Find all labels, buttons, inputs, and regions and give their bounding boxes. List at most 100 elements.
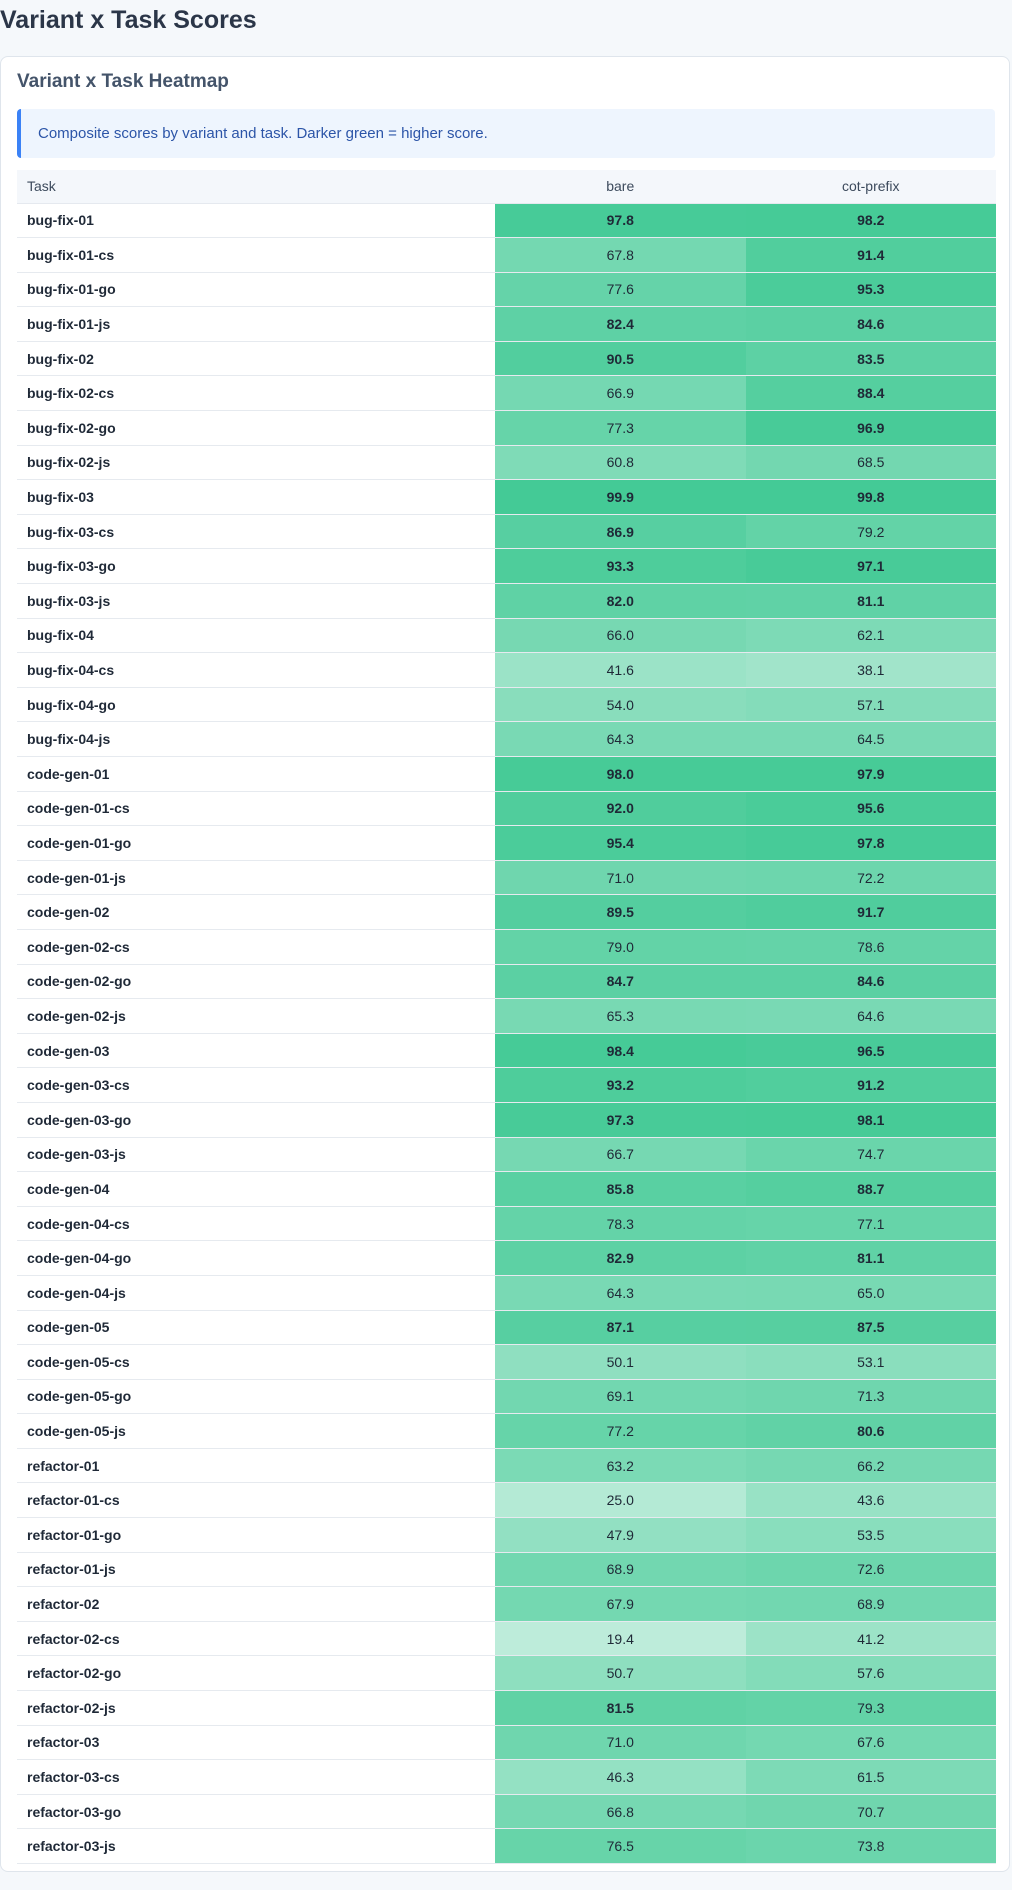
task-name-cell: code-gen-01-go [17, 825, 495, 861]
heatmap-table: Task bare cot-prefix bug-fix-01 97.8 98.2 b… [17, 170, 996, 1864]
score-cell-cot-prefix: 65.0 [745, 1275, 996, 1311]
score-cell-bare: 79.0 [495, 929, 746, 965]
score-cell-cot-prefix: 91.7 [745, 894, 996, 930]
task-name-cell: code-gen-04-go [17, 1240, 495, 1276]
column-header-task: Task [17, 170, 495, 204]
task-name-cell: code-gen-03-cs [17, 1067, 495, 1103]
score-cell-cot-prefix: 97.1 [745, 548, 996, 585]
score-cell-cot-prefix: 91.4 [745, 237, 996, 273]
score-cell-cot-prefix: 62.1 [745, 618, 996, 654]
table-row: code-gen-03-go 97.3 98.1 [17, 1102, 996, 1138]
score-cell-bare: 50.7 [495, 1655, 746, 1692]
task-name-cell: bug-fix-02-cs [17, 375, 495, 412]
task-name-cell: code-gen-02-cs [17, 929, 495, 965]
score-cell-bare: 47.9 [495, 1517, 746, 1553]
table-row: bug-fix-01-js 82.4 84.6 [17, 306, 996, 342]
score-cell-bare: 77.6 [495, 272, 746, 308]
task-name-cell: bug-fix-02-go [17, 410, 495, 446]
task-name-cell: code-gen-03-go [17, 1102, 495, 1138]
task-name-cell: code-gen-04-cs [17, 1206, 495, 1242]
score-cell-cot-prefix: 99.8 [745, 479, 996, 515]
score-cell-cot-prefix: 97.9 [745, 756, 996, 792]
score-cell-bare: 82.4 [495, 306, 746, 342]
task-name-cell: code-gen-04-js [17, 1275, 495, 1311]
score-cell-bare: 86.9 [495, 514, 746, 550]
score-cell-cot-prefix: 74.7 [745, 1137, 996, 1173]
table-row: bug-fix-04-cs 41.6 38.1 [17, 652, 996, 688]
task-name-cell: refactor-03-cs [17, 1759, 495, 1795]
score-cell-bare: 68.9 [495, 1552, 746, 1588]
table-row: bug-fix-01 97.8 98.2 [17, 203, 996, 239]
task-name-cell: code-gen-02 [17, 894, 495, 930]
score-cell-bare: 98.4 [495, 1033, 746, 1069]
score-cell-bare: 63.2 [495, 1448, 746, 1484]
score-cell-cot-prefix: 77.1 [745, 1206, 996, 1242]
score-cell-cot-prefix: 80.6 [745, 1413, 996, 1449]
task-name-cell: code-gen-03 [17, 1033, 495, 1069]
score-cell-bare: 67.8 [495, 237, 746, 273]
task-name-cell: bug-fix-02 [17, 341, 495, 377]
header-row: Task bare cot-prefix [17, 170, 996, 204]
score-cell-bare: 25.0 [495, 1482, 746, 1519]
score-cell-cot-prefix: 71.3 [745, 1379, 996, 1415]
table-row: refactor-03 71.0 67.6 [17, 1725, 996, 1761]
score-cell-bare: 90.5 [495, 341, 746, 377]
task-name-cell: code-gen-05 [17, 1310, 495, 1346]
info-callout: Composite scores by variant and task. Da… [17, 109, 995, 158]
score-cell-cot-prefix: 97.8 [745, 825, 996, 861]
task-name-cell: bug-fix-04-cs [17, 652, 495, 688]
score-cell-bare: 87.1 [495, 1310, 746, 1346]
table-row: refactor-02-go 50.7 57.6 [17, 1655, 996, 1692]
task-name-cell: bug-fix-01-go [17, 272, 495, 308]
heatmap-body: bug-fix-01 97.8 98.2 bug-fix-01-cs 67.8 91.4 b… [17, 203, 996, 1864]
score-cell-cot-prefix: 95.6 [745, 791, 996, 827]
table-row: bug-fix-04 66.0 62.1 [17, 618, 996, 654]
task-name-cell: code-gen-01 [17, 756, 495, 792]
table-row: code-gen-03 98.4 96.5 [17, 1033, 996, 1069]
score-cell-bare: 84.7 [495, 964, 746, 1000]
score-cell-bare: 41.6 [495, 652, 746, 688]
table-row: bug-fix-03 99.9 99.8 [17, 479, 996, 515]
task-name-cell: refactor-03-go [17, 1794, 495, 1830]
column-header-cot-prefix: cot-prefix [745, 170, 996, 204]
score-cell-bare: 82.0 [495, 583, 746, 619]
score-cell-cot-prefix: 43.6 [745, 1482, 996, 1519]
score-cell-cot-prefix: 38.1 [745, 652, 996, 688]
score-cell-cot-prefix: 72.2 [745, 860, 996, 896]
score-cell-cot-prefix: 91.2 [745, 1067, 996, 1103]
score-cell-cot-prefix: 64.5 [745, 721, 996, 757]
score-cell-cot-prefix: 64.6 [745, 998, 996, 1034]
table-row: code-gen-05 87.1 87.5 [17, 1310, 996, 1346]
task-name-cell: refactor-02 [17, 1586, 495, 1622]
score-cell-cot-prefix: 72.6 [745, 1552, 996, 1588]
table-row: code-gen-01-js 71.0 72.2 [17, 860, 996, 896]
task-name-cell: bug-fix-03-cs [17, 514, 495, 550]
table-row: refactor-02 67.9 68.9 [17, 1586, 996, 1622]
task-name-cell: code-gen-05-js [17, 1413, 495, 1449]
task-name-cell: refactor-02-js [17, 1690, 495, 1726]
table-row: code-gen-01 98.0 97.9 [17, 756, 996, 792]
table-row: code-gen-04-js 64.3 65.0 [17, 1275, 996, 1311]
score-cell-cot-prefix: 96.5 [745, 1033, 996, 1069]
score-cell-cot-prefix: 41.2 [745, 1621, 996, 1657]
task-name-cell: code-gen-04 [17, 1171, 495, 1207]
task-name-cell: code-gen-01-js [17, 860, 495, 896]
task-name-cell: code-gen-01-cs [17, 791, 495, 827]
table-row: refactor-03-cs 46.3 61.5 [17, 1759, 996, 1795]
score-cell-cot-prefix: 87.5 [745, 1310, 996, 1346]
score-cell-cot-prefix: 83.5 [745, 341, 996, 377]
task-name-cell: bug-fix-02-js [17, 445, 495, 481]
table-row: code-gen-05-go 69.1 71.3 [17, 1379, 996, 1415]
task-name-cell: code-gen-02-js [17, 998, 495, 1034]
task-name-cell: refactor-01-go [17, 1517, 495, 1553]
score-cell-cot-prefix: 88.7 [745, 1171, 996, 1207]
task-name-cell: bug-fix-04 [17, 618, 495, 654]
score-cell-bare: 64.3 [495, 1275, 746, 1311]
task-name-cell: bug-fix-03 [17, 479, 495, 515]
score-cell-bare: 71.0 [495, 1725, 746, 1761]
score-cell-bare: 82.9 [495, 1240, 746, 1276]
task-name-cell: refactor-03 [17, 1725, 495, 1761]
task-name-cell: code-gen-02-go [17, 964, 495, 1000]
task-name-cell: refactor-03-js [17, 1828, 495, 1864]
table-row: code-gen-01-cs 92.0 95.6 [17, 791, 996, 827]
